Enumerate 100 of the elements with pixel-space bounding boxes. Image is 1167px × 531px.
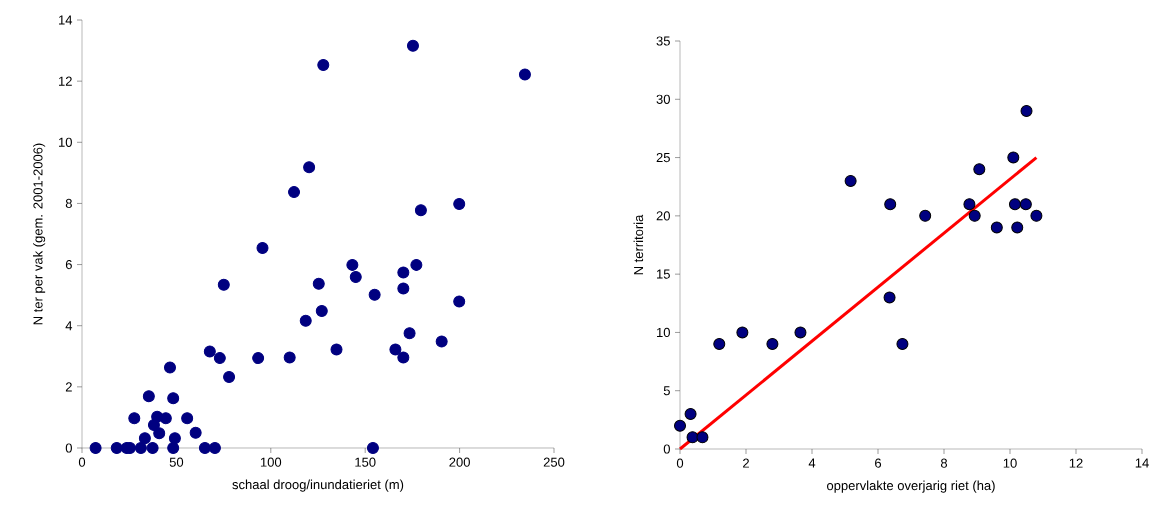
- y-tick-label: 5: [663, 386, 670, 396]
- y-tick-label: 12: [59, 76, 72, 86]
- point: [696, 431, 709, 444]
- x-tick-label: 250: [543, 457, 565, 467]
- point: [163, 361, 176, 374]
- y-tick-label: 0: [663, 444, 670, 454]
- point: [167, 442, 180, 454]
- y-tick-label: 15: [657, 269, 670, 279]
- y-tick-label: 6: [65, 259, 72, 270]
- point: [844, 174, 857, 187]
- point: [963, 198, 976, 211]
- point: [1008, 198, 1021, 211]
- point: [403, 327, 416, 340]
- x-tick-label: 6: [875, 458, 882, 468]
- x-axis-title: oppervlakte overjarig riet (ha): [827, 480, 995, 493]
- point: [312, 277, 325, 290]
- point: [283, 351, 296, 364]
- point: [303, 161, 316, 174]
- point: [736, 326, 749, 339]
- point: [366, 442, 379, 454]
- y-tick-label: 14: [59, 15, 73, 25]
- point: [330, 343, 343, 356]
- point: [138, 432, 151, 445]
- point: [288, 186, 301, 199]
- point: [686, 431, 699, 444]
- point: [435, 335, 448, 348]
- point: [142, 390, 155, 403]
- point: [397, 351, 410, 364]
- x-tick-label: 14: [1135, 458, 1149, 468]
- point: [198, 442, 211, 454]
- y-axis-title: N territoria: [633, 214, 644, 275]
- point: [674, 419, 687, 432]
- x-axis-title: schaal droog/inundatieriet (m): [232, 479, 404, 492]
- y-tick-label: 0: [65, 443, 72, 453]
- point: [1007, 151, 1020, 164]
- point: [349, 271, 362, 284]
- point: [134, 442, 147, 454]
- point: [884, 198, 897, 211]
- x-tick-label: 0: [78, 457, 86, 467]
- point: [368, 288, 381, 301]
- y-tick-label: 4: [65, 321, 73, 331]
- point: [189, 426, 202, 439]
- point: [252, 352, 265, 365]
- point: [389, 343, 402, 356]
- point: [453, 295, 466, 308]
- point: [766, 338, 779, 351]
- point: [968, 209, 981, 222]
- point: [167, 392, 180, 405]
- point: [1020, 104, 1033, 117]
- x-tick-label: 50: [169, 457, 184, 467]
- y-tick-label: 2: [65, 382, 72, 392]
- x-tick-label: 8: [940, 458, 948, 468]
- point: [883, 291, 896, 304]
- point: [223, 371, 236, 384]
- point: [794, 326, 807, 339]
- point: [518, 68, 531, 81]
- point: [896, 338, 909, 351]
- x-tick-label: 2: [743, 458, 749, 468]
- y-tick-label: 10: [657, 327, 670, 338]
- point: [256, 242, 269, 255]
- x-tick-label: 4: [808, 458, 816, 468]
- y-tick-label: 8: [65, 198, 72, 209]
- point: [990, 221, 1003, 234]
- point: [410, 258, 423, 271]
- x-tick-label: 12: [1069, 458, 1083, 468]
- point: [203, 345, 216, 358]
- point: [168, 432, 181, 445]
- y-tick-label: 10: [59, 137, 72, 147]
- point: [346, 258, 359, 271]
- y-tick-label: 25: [656, 152, 670, 163]
- x-tick-label: 150: [355, 457, 376, 467]
- x-tick-label: 200: [449, 457, 470, 467]
- x-tick-label: 100: [260, 457, 282, 467]
- point: [919, 209, 932, 222]
- point: [1019, 198, 1032, 211]
- point: [684, 408, 697, 421]
- point: [147, 419, 160, 432]
- x-tick-label: 10: [1003, 458, 1017, 468]
- point: [397, 266, 410, 279]
- y-tick-label: 20: [656, 211, 670, 221]
- point: [973, 163, 986, 176]
- point: [1011, 221, 1024, 234]
- point: [146, 442, 159, 454]
- point: [128, 412, 141, 425]
- point: [315, 305, 328, 318]
- y-axis-title: N ter per vak (gem. 2001-2006): [33, 143, 46, 325]
- point: [406, 39, 419, 52]
- point: [89, 442, 102, 454]
- point: [317, 58, 330, 71]
- point: [153, 427, 166, 440]
- point: [397, 282, 410, 295]
- point: [181, 412, 194, 425]
- point: [110, 442, 123, 454]
- y-tick-label: 35: [656, 36, 670, 46]
- point: [713, 338, 726, 351]
- y-tick-label: 30: [656, 94, 670, 104]
- x-tick-label: 0: [676, 458, 684, 468]
- point: [217, 278, 230, 291]
- point: [1030, 209, 1043, 222]
- point: [299, 314, 312, 327]
